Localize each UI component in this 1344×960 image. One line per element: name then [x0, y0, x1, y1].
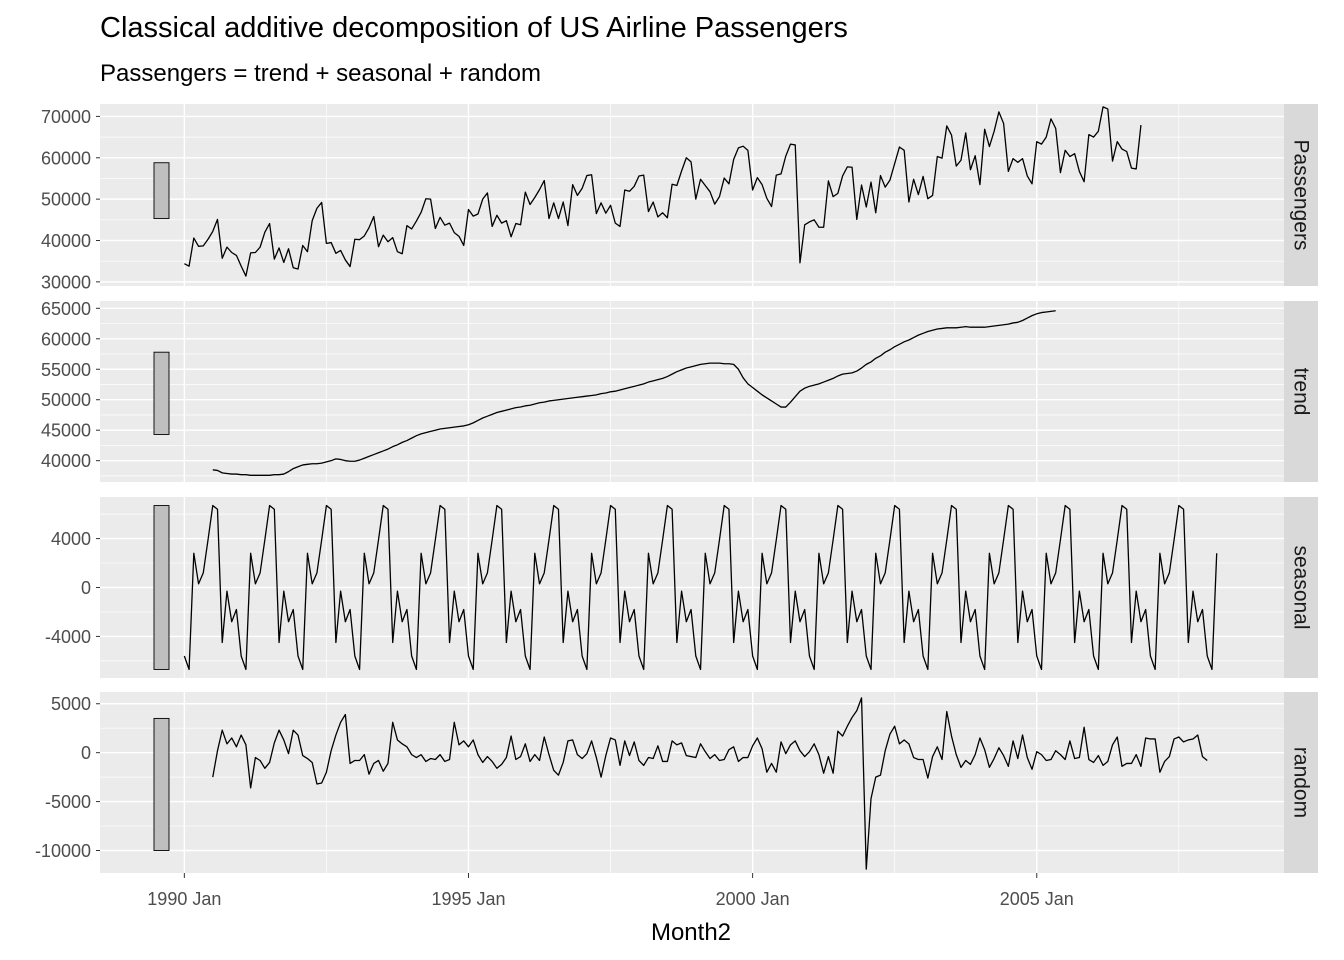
y-tick-label: -5000	[45, 792, 91, 812]
scale-bar	[153, 717, 170, 851]
y-tick-label: 60000	[41, 148, 91, 168]
series-line-passengers	[184, 106, 1142, 277]
panel-random: -10000 -5000 0 5000 random	[35, 692, 1318, 873]
series-line-seasonal	[183, 504, 1218, 671]
scale-bar	[153, 351, 170, 435]
y-tick-label: 50000	[41, 390, 91, 410]
x-axis-title: Month2	[651, 919, 731, 946]
panels-layer: 3000040000500006000070000Passengers40000…	[35, 104, 1318, 873]
panel-trend: 40000 45000 50000 55000 60000 65000 trend	[41, 299, 1318, 482]
y-tick-label: 60000	[41, 329, 91, 349]
panel-passengers: 30000 40000 50000 60000 70000 Passengers	[41, 104, 1318, 292]
scale-bar	[153, 162, 170, 220]
y-tick-label: 40000	[41, 451, 91, 471]
facet-strip	[1284, 104, 1318, 286]
scale-bar	[153, 505, 170, 670]
x-axis: 1990 Jan 1995 Jan 2000 Jan 2005 Jan	[147, 873, 1074, 909]
y-tick-label: -4000	[45, 627, 91, 647]
y-tick-label: 40000	[41, 231, 91, 251]
panel-background	[100, 301, 1284, 482]
facet-strip-label: trend	[1290, 368, 1313, 416]
y-tick-label: 4000	[51, 529, 91, 549]
panel-seasonal: -4000 0 4000 seasonal	[45, 497, 1318, 678]
facet-strip	[1284, 692, 1318, 873]
y-tick-label: 0	[81, 578, 91, 598]
y-tick-label: 45000	[41, 421, 91, 441]
y-tick-label: 70000	[41, 107, 91, 127]
y-tick-label: 65000	[41, 299, 91, 319]
facet-strip-label: random	[1290, 747, 1313, 818]
series-line-trend	[212, 310, 1056, 476]
chart-title: Classical additive decomposition of US A…	[100, 12, 848, 44]
y-tick-label: 0	[81, 743, 91, 763]
facet-strip	[1284, 301, 1318, 482]
y-tick-label: 50000	[41, 190, 91, 210]
x-tick-label: 1990 Jan	[147, 889, 221, 909]
facet-strip	[1284, 497, 1318, 678]
panel-background	[100, 104, 1284, 286]
y-tick-label: 55000	[41, 360, 91, 380]
x-tick-label: 1995 Jan	[431, 889, 505, 909]
x-tick-label: 2005 Jan	[1000, 889, 1074, 909]
y-tick-label: -10000	[35, 841, 91, 861]
series-line-random	[212, 697, 1208, 870]
facet-strip-label: Passengers	[1290, 140, 1313, 251]
y-tick-label: 30000	[41, 272, 91, 292]
panel-background	[100, 692, 1284, 873]
chart-subtitle: Passengers = trend + seasonal + random	[100, 60, 541, 87]
y-tick-label: 5000	[51, 694, 91, 714]
x-tick-label: 2000 Jan	[716, 889, 790, 909]
facet-strip-label: seasonal	[1290, 545, 1313, 629]
